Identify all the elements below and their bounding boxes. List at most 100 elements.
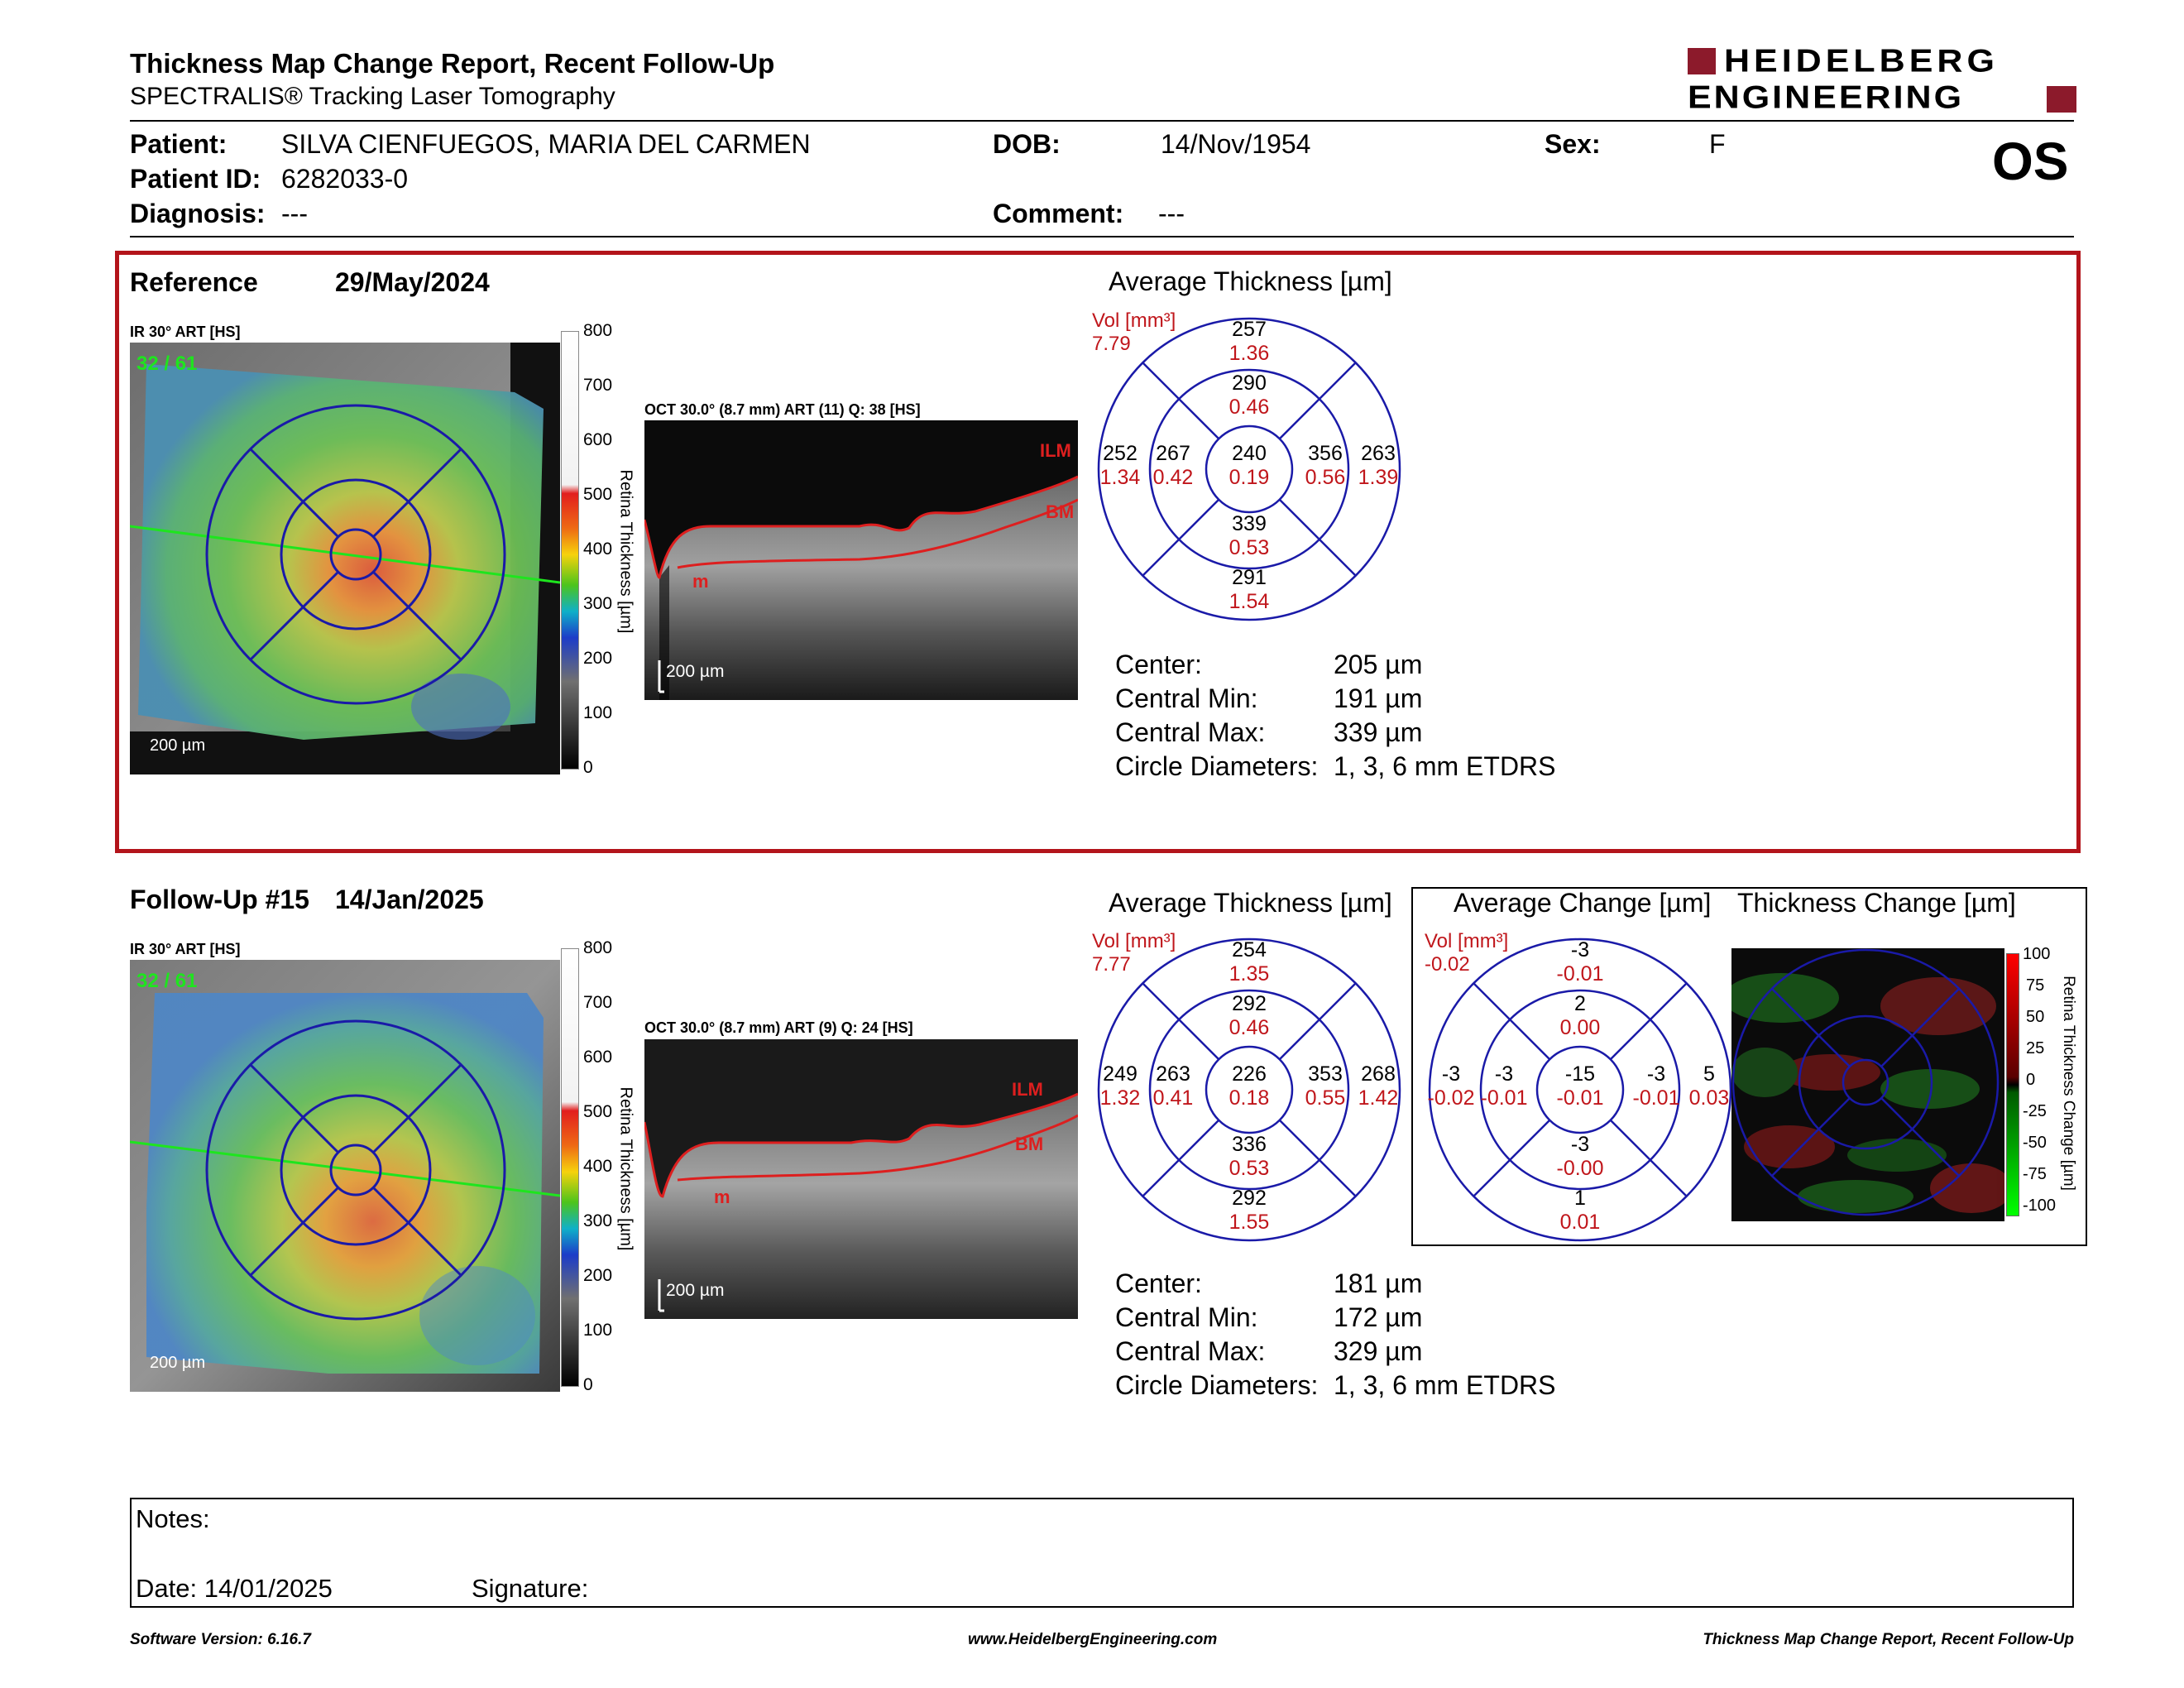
tick: 300 bbox=[583, 1211, 613, 1230]
ref-outer-nas: 263 1.39 bbox=[1358, 442, 1399, 489]
followup-scale-ticks: 800 700 600 500 400 300 200 100 0 bbox=[583, 938, 616, 1402]
reference-label: Reference bbox=[130, 267, 258, 297]
fu-inner-nas: 353 0.55 bbox=[1305, 1062, 1346, 1110]
fu-stat-diam-value: 1, 3, 6 mm ETDRS bbox=[1334, 1370, 1556, 1400]
dob-value: 14/Nov/1954 bbox=[1161, 129, 1311, 159]
reference-avg-title: Average Thickness [µm] bbox=[1109, 266, 1392, 296]
tick: 0 bbox=[2026, 1071, 2036, 1089]
followup-scale-axis-label: Retina Thickness [µm] bbox=[616, 1086, 635, 1251]
thickness-change-title: Thickness Change [µm] bbox=[1737, 888, 2016, 918]
report-title: Thickness Map Change Report, Recent Foll… bbox=[130, 48, 775, 79]
change-panel bbox=[1411, 887, 2087, 1246]
ref-stat-min-label: Central Min: bbox=[1115, 683, 1258, 713]
comment-label: Comment: bbox=[993, 199, 1124, 228]
tick: -25 bbox=[2023, 1102, 2047, 1120]
ref-stat-center-value: 205 µm bbox=[1334, 650, 1423, 679]
avg-change-title: Average Change [µm] bbox=[1454, 888, 1712, 918]
followup-m-label: m bbox=[714, 1187, 730, 1207]
followup-date: 14/Jan/2025 bbox=[335, 885, 484, 914]
patient-label: Patient: bbox=[130, 129, 228, 159]
tick: 100 bbox=[2023, 945, 2051, 963]
diagnosis-value: --- bbox=[281, 199, 308, 228]
reference-scale-label: 200 µm bbox=[150, 736, 206, 755]
tick: 0 bbox=[583, 758, 593, 777]
report-subtitle: SPECTRALIS® Tracking Laser Tomography bbox=[130, 83, 615, 110]
reference-oct-scale: 200 µm bbox=[666, 662, 725, 681]
followup-vol-label: Vol [mm³] bbox=[1092, 930, 1176, 952]
tick: 500 bbox=[583, 485, 613, 504]
change-etdrs-grid bbox=[1428, 938, 1732, 1242]
ref-inner-nas: 356 0.56 bbox=[1305, 442, 1346, 489]
fu-outer-temp: 249 1.32 bbox=[1099, 1062, 1141, 1110]
fu-stat-min-value: 172 µm bbox=[1334, 1302, 1423, 1332]
ref-outer-temp: 252 1.34 bbox=[1099, 442, 1141, 489]
sex-label: Sex: bbox=[1545, 129, 1601, 159]
reference-scale-axis-label: Retina Thickness [µm] bbox=[616, 469, 635, 634]
fu-inner-sup: 292 0.46 bbox=[1228, 992, 1270, 1039]
fu-outer-nas: 268 1.42 bbox=[1358, 1062, 1399, 1110]
fu-outer-inf: 292 1.55 bbox=[1228, 1187, 1270, 1234]
diagnosis-label: Diagnosis: bbox=[130, 199, 266, 228]
reference-ir-map: 32 / 61 200 µm bbox=[130, 343, 560, 774]
chg-outer-sup: -3 -0.01 bbox=[1556, 938, 1604, 985]
fu-stat-center-value: 181 µm bbox=[1334, 1268, 1423, 1298]
ref-inner-temp: 267 0.42 bbox=[1152, 442, 1194, 489]
fu-stat-max-value: 329 µm bbox=[1334, 1336, 1423, 1366]
fu-inner-temp: 263 0.41 bbox=[1152, 1062, 1194, 1110]
tick: 100 bbox=[583, 1321, 613, 1340]
reference-oct-label: OCT 30.0° (8.7 mm) ART (11) Q: 38 [HS] bbox=[644, 401, 921, 418]
ref-stat-center-label: Center: bbox=[1115, 650, 1202, 679]
followup-scale-label: 200 µm bbox=[150, 1354, 206, 1372]
change-scale-bar bbox=[2006, 953, 2019, 1216]
ref-inner-sup: 290 0.46 bbox=[1228, 372, 1270, 419]
chg-outer-temp: -3 -0.02 bbox=[1427, 1062, 1475, 1110]
followup-oct-scale: 200 µm bbox=[666, 1281, 725, 1300]
reference-scale-ticks: 800 700 600 500 400 300 200 100 0 bbox=[583, 321, 616, 784]
change-vol-value: -0.02 bbox=[1425, 953, 1470, 976]
followup-oct-label: OCT 30.0° (8.7 mm) ART (9) Q: 24 [HS] bbox=[644, 1019, 913, 1036]
ref-outer-sup: 257 1.36 bbox=[1228, 318, 1270, 365]
footer-software-version: Software Version: 6.16.7 bbox=[130, 1631, 311, 1648]
reference-oct-scan: ILM BM m 200 µm bbox=[644, 420, 1078, 700]
logo-red-block-bottom bbox=[2047, 86, 2076, 113]
tick: 0 bbox=[583, 1375, 593, 1394]
fu-outer-sup: 254 1.35 bbox=[1228, 938, 1270, 985]
tick: 500 bbox=[583, 1102, 613, 1121]
ref-center: 240 0.19 bbox=[1228, 442, 1270, 489]
tick: 700 bbox=[583, 993, 613, 1012]
tick: 200 bbox=[583, 1266, 613, 1285]
chg-inner-nas: -3 -0.01 bbox=[1632, 1062, 1680, 1110]
tick: -50 bbox=[2023, 1134, 2047, 1152]
tick: 600 bbox=[583, 1048, 613, 1067]
tick: 100 bbox=[583, 703, 613, 722]
footer-website[interactable]: www.HeidelbergEngineering.com bbox=[968, 1631, 1218, 1648]
tick: 25 bbox=[2026, 1039, 2045, 1057]
thickness-change-map bbox=[1731, 948, 2004, 1221]
fu-stat-max-label: Central Max: bbox=[1115, 1336, 1266, 1366]
sex-value: F bbox=[1709, 129, 1726, 159]
reference-m-label: m bbox=[692, 571, 709, 592]
fu-stat-center-label: Center: bbox=[1115, 1268, 1202, 1298]
notes-label: Notes: bbox=[136, 1504, 210, 1533]
notes-date: Date: 14/01/2025 bbox=[136, 1574, 333, 1603]
reference-ilm-label: ILM bbox=[1040, 440, 1071, 461]
fu-stat-min-label: Central Min: bbox=[1115, 1302, 1258, 1332]
followup-label: Follow-Up #15 bbox=[130, 885, 309, 914]
patient-id-value: 6282033-0 bbox=[281, 164, 409, 194]
ref-outer-inf: 291 1.54 bbox=[1228, 566, 1270, 613]
reference-thickness-scale bbox=[561, 331, 579, 770]
followup-oct-scan: ILM BM m 200 µm bbox=[644, 1039, 1078, 1319]
patient-divider bbox=[130, 236, 2074, 237]
change-scale-ticks: 100 75 50 25 0 -25 -50 -75 -100 bbox=[2023, 945, 2064, 1226]
notes-box[interactable] bbox=[130, 1498, 2074, 1608]
tick: 50 bbox=[2026, 1008, 2045, 1026]
reference-quality-overlay: 32 / 61 bbox=[136, 352, 198, 375]
logo-red-block-top bbox=[1688, 48, 1716, 74]
tick: 800 bbox=[583, 938, 613, 957]
chg-inner-sup: 2 0.00 bbox=[1559, 992, 1601, 1039]
tick: 700 bbox=[583, 376, 613, 395]
fu-center: 226 0.18 bbox=[1228, 1062, 1270, 1110]
logo-line1: HEIDELBERG bbox=[1724, 43, 1999, 79]
tick: -100 bbox=[2023, 1196, 2057, 1215]
tick: 600 bbox=[583, 430, 613, 449]
